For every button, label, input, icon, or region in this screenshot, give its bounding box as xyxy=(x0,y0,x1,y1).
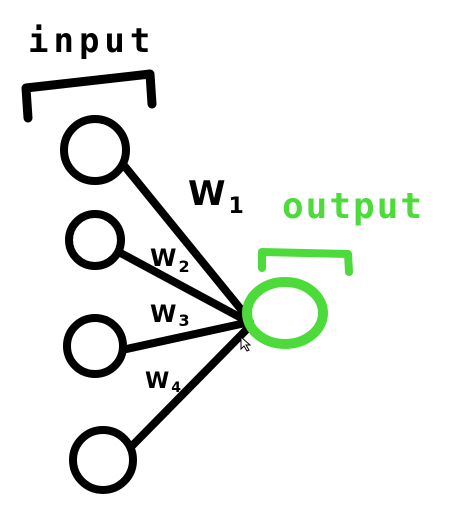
cursor-icon xyxy=(240,335,252,352)
connection-4 xyxy=(124,322,254,454)
input-bracket xyxy=(21,69,157,123)
input-node-4 xyxy=(69,426,137,494)
output-bracket xyxy=(258,248,353,276)
output-label: output xyxy=(282,186,424,227)
connection-3 xyxy=(118,318,254,354)
input-node-2 xyxy=(65,210,125,270)
input-node-3 xyxy=(63,314,127,378)
connection-2 xyxy=(111,246,249,324)
input-label: input xyxy=(28,21,155,61)
output-node xyxy=(242,277,328,349)
connection-1 xyxy=(118,159,252,322)
input-node-1 xyxy=(60,115,130,185)
